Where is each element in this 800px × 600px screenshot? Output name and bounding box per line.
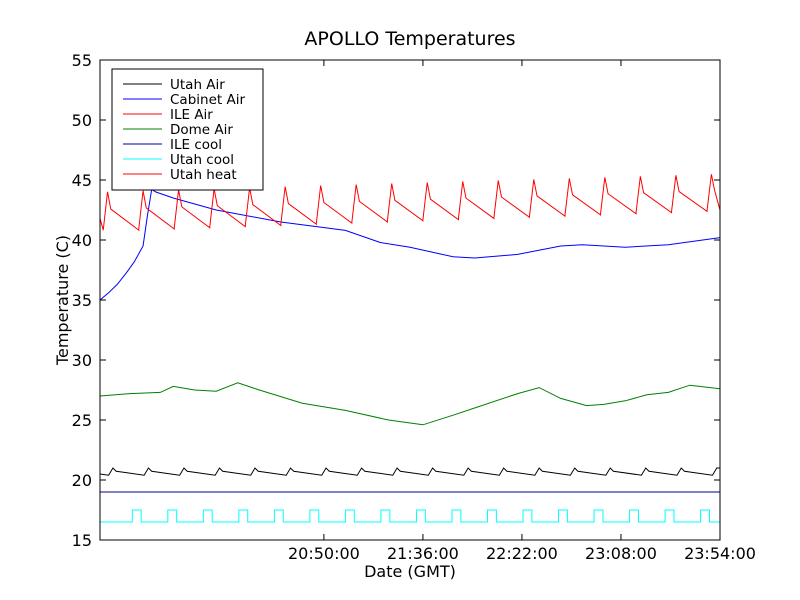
x-axis-label: Date (GMT) <box>364 562 456 581</box>
x-tick-label: 21:36:00 <box>387 544 459 563</box>
x-tick-label: 22:22:00 <box>486 544 558 563</box>
y-tick-label: 20 <box>72 471 92 490</box>
x-tick-label: 23:54:00 <box>684 544 756 563</box>
series-line-dome-air <box>99 382 721 426</box>
legend-label-utah-heat: Utah heat <box>170 167 237 183</box>
legend-label-ile-air: ILE Air <box>170 107 213 123</box>
y-tick-label: 45 <box>72 171 92 190</box>
chart-title: APOLLO Temperatures <box>304 28 515 50</box>
ticks-layer: 15 20 25 30 35 40 45 50 55 20:50:00 21:36:00 22:22:… <box>72 51 756 563</box>
y-tick-label: 25 <box>72 411 92 430</box>
y-tick-label: 30 <box>72 351 92 370</box>
series-line-ile-air <box>99 174 721 232</box>
y-tick-label: 35 <box>72 291 92 310</box>
legend-label-utah-cool: Utah cool <box>170 152 234 168</box>
series-line-utah-cool <box>100 509 720 523</box>
series-line-cabinet-air <box>99 188 721 301</box>
legend-label-ile-cool: ILE cool <box>170 137 222 153</box>
y-tick-label: 15 <box>72 531 92 550</box>
series-layer <box>99 174 721 523</box>
x-tick-label: 23:08:00 <box>585 544 657 563</box>
x-tick-label: 20:50:00 <box>288 544 360 563</box>
y-tick-label: 40 <box>72 231 92 250</box>
y-axis-label: Temperature (C) <box>53 235 72 366</box>
legend-label-dome-air: Dome Air <box>170 122 233 138</box>
y-tick-label: 50 <box>72 111 92 130</box>
legend-label-cabinet-air: Cabinet Air <box>170 92 245 108</box>
legend-label-utah-air: Utah Air <box>170 77 225 93</box>
series-line-utah-air <box>99 467 720 476</box>
y-tick-label: 55 <box>72 51 92 70</box>
